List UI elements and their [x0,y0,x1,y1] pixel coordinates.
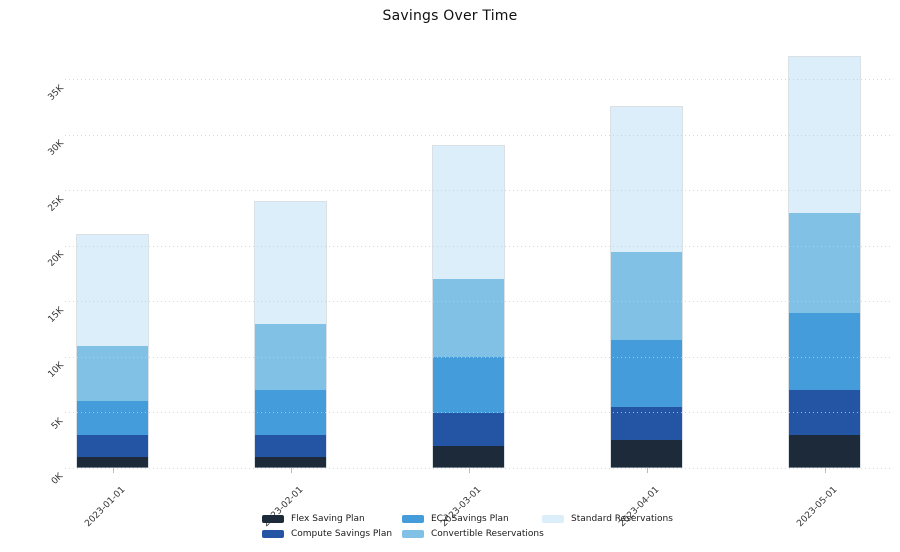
x-tick-label: 2023-04-01 [455,477,662,529]
bar-segment[interactable] [789,434,860,468]
x-tick-mark [824,468,826,473]
y-tick-label-text: 20K [46,249,66,269]
legend-swatch [542,515,564,523]
bar-segment[interactable] [255,434,326,457]
y-tick-label-text: 15K [46,304,66,325]
x-tick-mark [112,468,114,473]
bar-segment[interactable] [433,412,504,446]
gridline [65,356,893,358]
gridline [65,79,893,80]
y-tick-label: 20K [0,240,65,268]
gridline [65,412,893,413]
bar-outline [76,233,149,468]
legend-item[interactable]: Standard Reservations [542,514,673,524]
bar-segment[interactable] [433,445,504,468]
bar-segment[interactable] [611,251,682,341]
bar-segment[interactable] [611,440,682,468]
legend-swatch [402,530,424,538]
bar-segment[interactable] [77,401,148,435]
gridline [65,134,893,136]
legend-label: Compute Savings Plan [291,529,393,539]
bar-segment[interactable] [611,107,682,252]
legend-item[interactable]: Flex Saving Plan [262,514,374,524]
bar-segment[interactable] [77,434,148,457]
legend-item[interactable]: Compute Savings Plan [262,529,392,539]
y-tick-label-text: 25K [46,193,66,214]
gridline [65,190,893,191]
legend-swatch [262,515,284,523]
bar-segment[interactable] [255,456,326,468]
gridline [65,301,893,302]
y-tick-label-text: 10K [46,360,66,380]
x-tick-label: 2023-03-01 [277,477,484,529]
bar-segment[interactable] [77,345,148,402]
legend-label: Flex Saving Plan [291,514,365,524]
legend-column: EC2 Savings Plan Convertible Reservations [402,514,544,539]
bar-outline [432,145,505,468]
legend-label: Convertible Reservations [431,529,544,539]
x-tick-mark [468,468,470,473]
y-tick-label: 35K [0,74,65,102]
gridline [65,467,893,469]
legend-swatch [262,530,284,538]
bar-segment[interactable] [433,146,504,280]
gridline [65,245,893,247]
bar-segment[interactable] [789,312,860,391]
bar-outline [788,56,861,468]
y-tick-label-text: 30K [46,138,66,158]
y-tick-label-text: 5K [50,415,66,432]
x-tick-label-text: 2023-01-01 [83,485,128,530]
legend-label: EC2 Savings Plan [431,514,509,524]
legend: Flex Saving Plan Compute Savings Plan EC2 … [262,514,673,539]
legend-item[interactable]: Convertible Reservations [402,529,544,539]
legend-column: Standard Reservations [542,514,673,539]
bar-segment[interactable] [77,234,148,346]
bar-outline [254,200,327,468]
y-tick-label: 5K [0,407,65,431]
y-tick-label: 30K [0,129,65,157]
y-tick-label: 25K [0,185,65,213]
y-tick-label: 0K [0,462,65,486]
x-tick-label: 2023-02-01 [99,477,306,529]
x-tick-mark [646,468,648,473]
legend-column: Flex Saving Plan Compute Savings Plan [262,514,392,539]
x-tick-label-text: 2023-05-01 [795,485,840,530]
bar-segment[interactable] [611,340,682,407]
bar-segment[interactable] [255,201,326,324]
legend-label: Standard Reservations [571,514,673,524]
y-tick-label: 15K [0,296,65,324]
bar-segment[interactable] [433,357,504,413]
bar-outline [610,106,683,468]
bar-segment[interactable] [433,279,504,357]
y-tick-label-text: 35K [46,82,66,103]
legend-item[interactable]: EC2 Savings Plan [402,514,514,524]
bar-segment[interactable] [789,212,860,313]
x-tick-label: 2023-05-01 [633,477,840,529]
bar-segment[interactable] [77,456,148,468]
legend-swatch [402,515,424,523]
chart-title: Savings Over Time [382,8,518,24]
x-tick-mark [290,468,292,473]
y-tick-label: 10K [0,351,65,379]
